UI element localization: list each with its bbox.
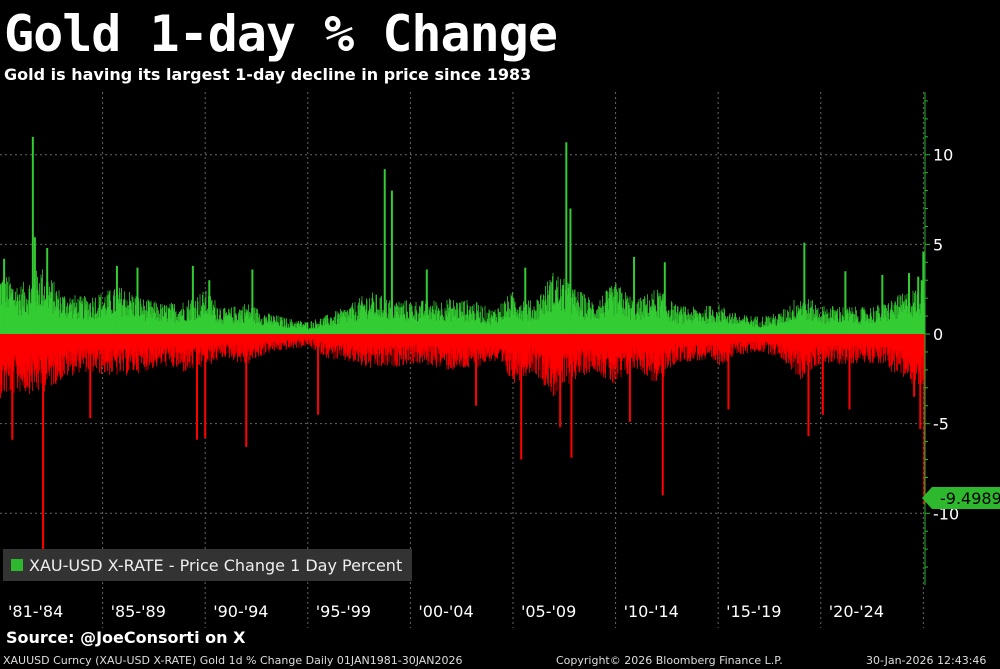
x-tick-label: '10-'14 (624, 602, 679, 621)
footer-description: XAUUSD Curncy (XAU-USD X-RATE) Gold 1d %… (3, 654, 463, 667)
x-tick-label: '85-'89 (111, 602, 166, 621)
chart-legend: XAU-USD X-RATE - Price Change 1 Day Perc… (3, 549, 413, 581)
x-tick-label: '20-'24 (829, 602, 884, 621)
legend-label: XAU-USD X-RATE - Price Change 1 Day Perc… (29, 555, 403, 575)
footer-copyright: Copyright© 2026 Bloomberg Finance L.P. (556, 654, 783, 667)
x-tick-label: '00-'04 (418, 602, 473, 621)
x-tick-label: '05-'09 (521, 602, 576, 621)
footer-timestamp: 30-Jan-2026 12:43:46 (866, 654, 987, 667)
x-tick-label: '15-'19 (726, 602, 781, 621)
last-value-tag: -9.4989 (922, 487, 1000, 509)
legend-swatch (11, 559, 23, 571)
y-tick-label: 0 (933, 325, 943, 344)
x-tick-label: '90-'94 (213, 602, 268, 621)
last-value-tag-shape (922, 487, 1000, 509)
gold-daily-change-chart: 10 5 0 -5 -10 '81-'84 '85-'89 '90-'94 '95-'99 '00… (0, 92, 959, 628)
y-tick-label: -10 (933, 504, 959, 523)
y-tick-label: -5 (933, 415, 949, 434)
chart-subtitle: Gold is having its largest 1-day decline… (4, 65, 532, 84)
y-tick-label: 10 (933, 146, 953, 165)
last-value-label: -9.4989 (940, 489, 1000, 508)
gains-bars (0, 269, 925, 334)
declines-bars (0, 334, 925, 399)
x-tick-label: '95-'99 (316, 602, 371, 621)
x-tick-label: '81-'84 (8, 602, 63, 621)
y-tick-label: 5 (933, 235, 943, 254)
source-credit: Source: @JoeConsorti on X (6, 628, 246, 647)
chart-title: Gold 1-day % Change (4, 5, 558, 63)
